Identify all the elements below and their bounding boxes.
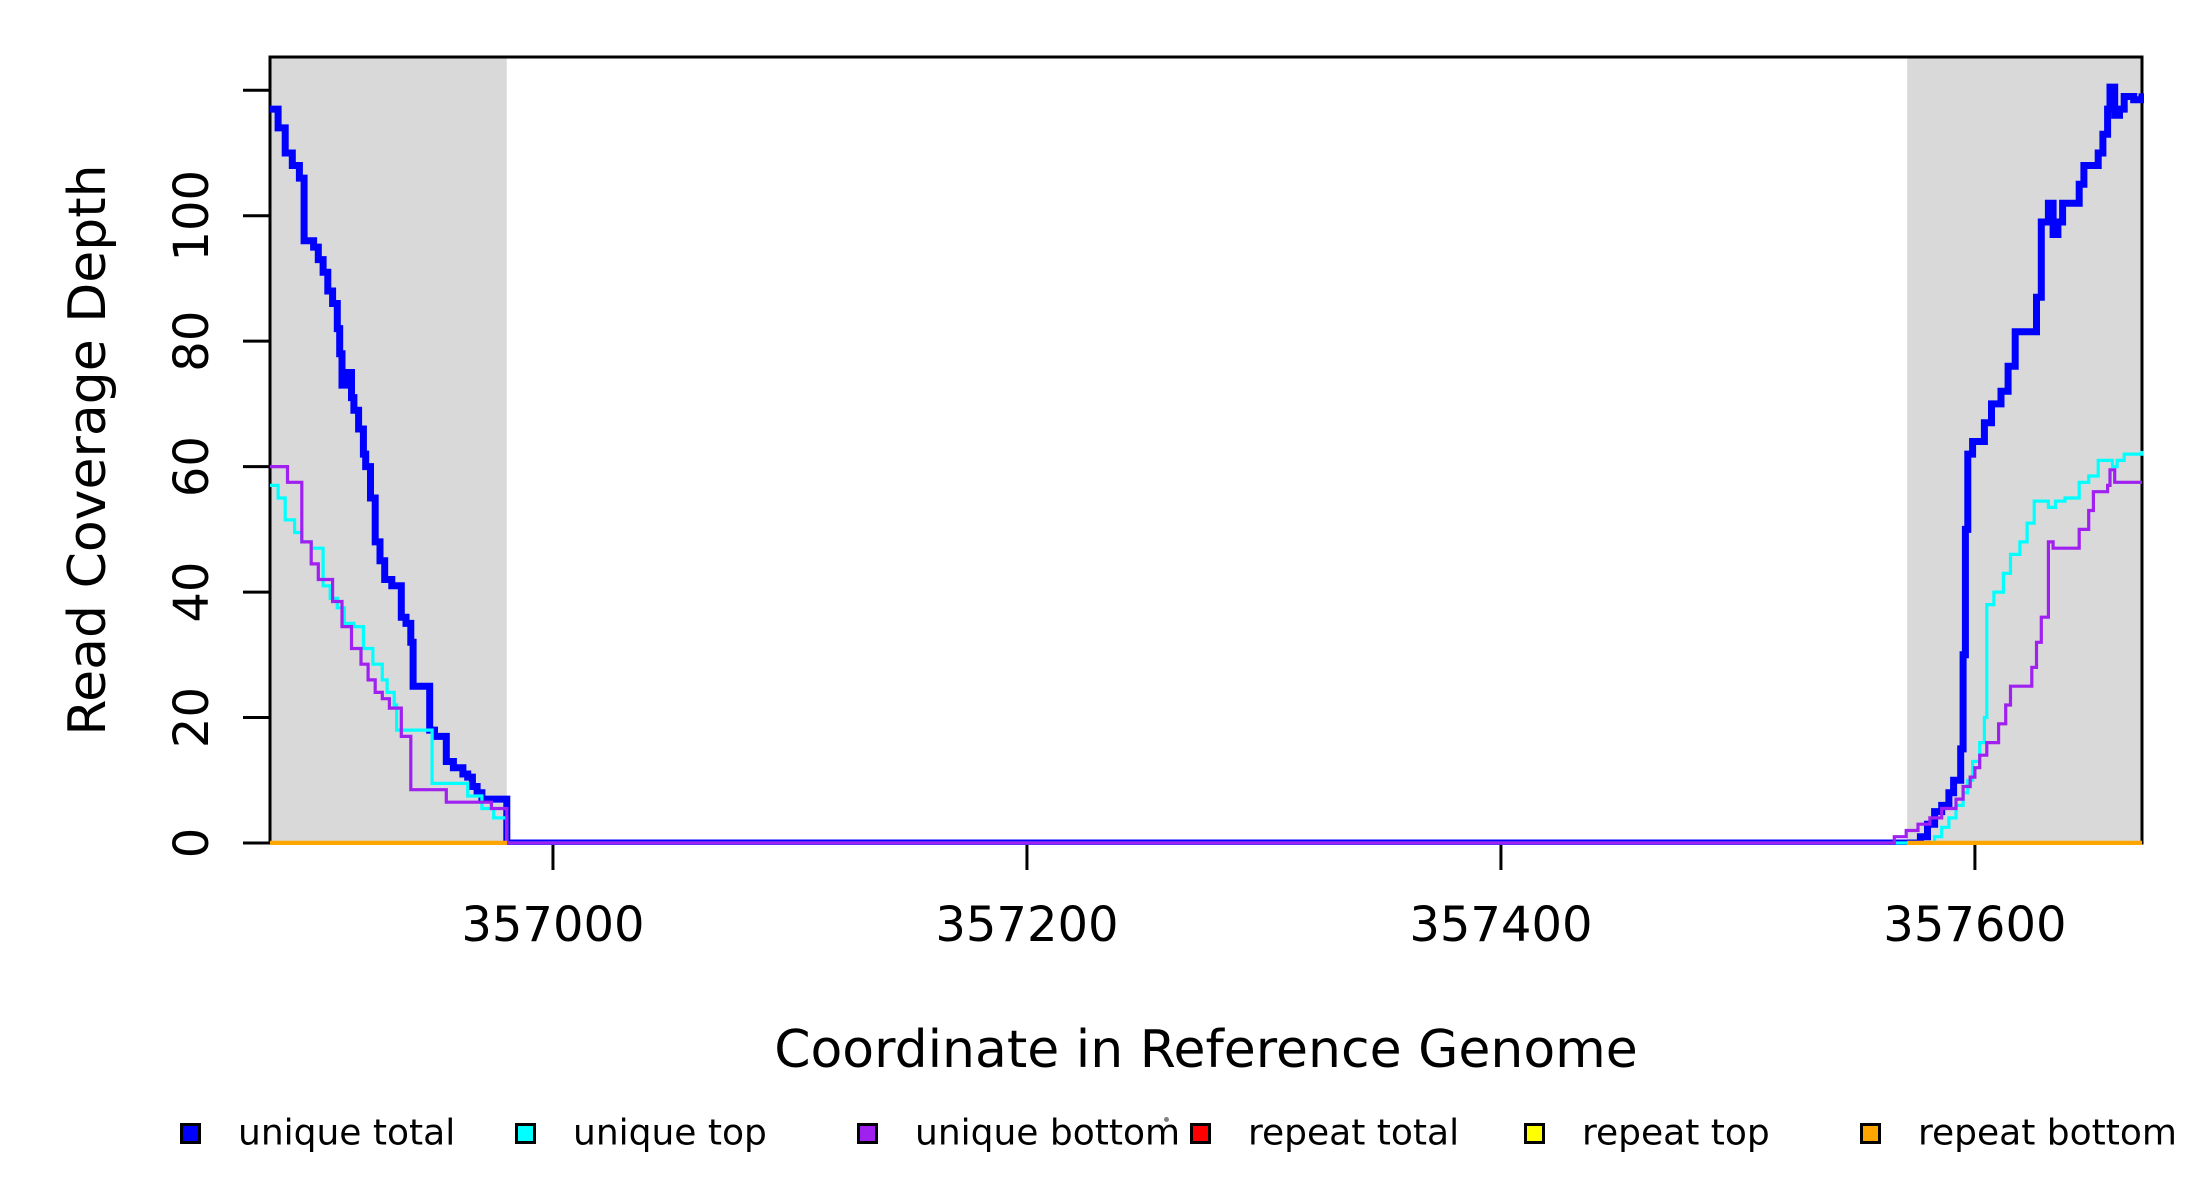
legend-swatch-icon [515,1123,536,1144]
right-repeat-region-highlight [1907,57,2142,843]
legend-swatch-icon [1190,1123,1211,1144]
y-tick-label: 80 [164,311,220,372]
y-tick-label: 100 [164,170,220,262]
legend-swatch-icon [180,1123,201,1144]
stray-dot-mark [1164,1117,1169,1122]
left-repeat-region-highlight [270,57,507,843]
x-tick-label: 357600 [1883,897,2066,953]
x-axis-title: Coordinate in Reference Genome [774,1020,1638,1080]
legend-label: repeat top [1582,1112,1770,1154]
legend-label: unique top [573,1112,767,1154]
series-lines [270,83,2144,845]
y-tick-label: 60 [164,436,220,497]
legend-label: repeat bottom [1918,1112,2177,1154]
x-tick-label: 357200 [935,897,1118,953]
legend-label: repeat total [1248,1112,1460,1154]
legend-swatch-icon [1860,1123,1881,1144]
series-unique-total [270,83,2144,845]
series-unique-bottom [270,465,2142,845]
series-unique-top [270,450,2144,845]
legend-swatch-icon [857,1123,878,1144]
legend-swatch-icon [1524,1123,1545,1144]
x-tick-label: 357400 [1409,897,1592,953]
legend-label: unique total [238,1112,456,1154]
y-tick-label: 20 [164,687,220,748]
y-tick-label: 0 [164,828,220,859]
legend-label: unique bottom [915,1112,1181,1154]
y-tick-label: 40 [164,562,220,623]
x-tick-label: 357000 [461,897,644,953]
